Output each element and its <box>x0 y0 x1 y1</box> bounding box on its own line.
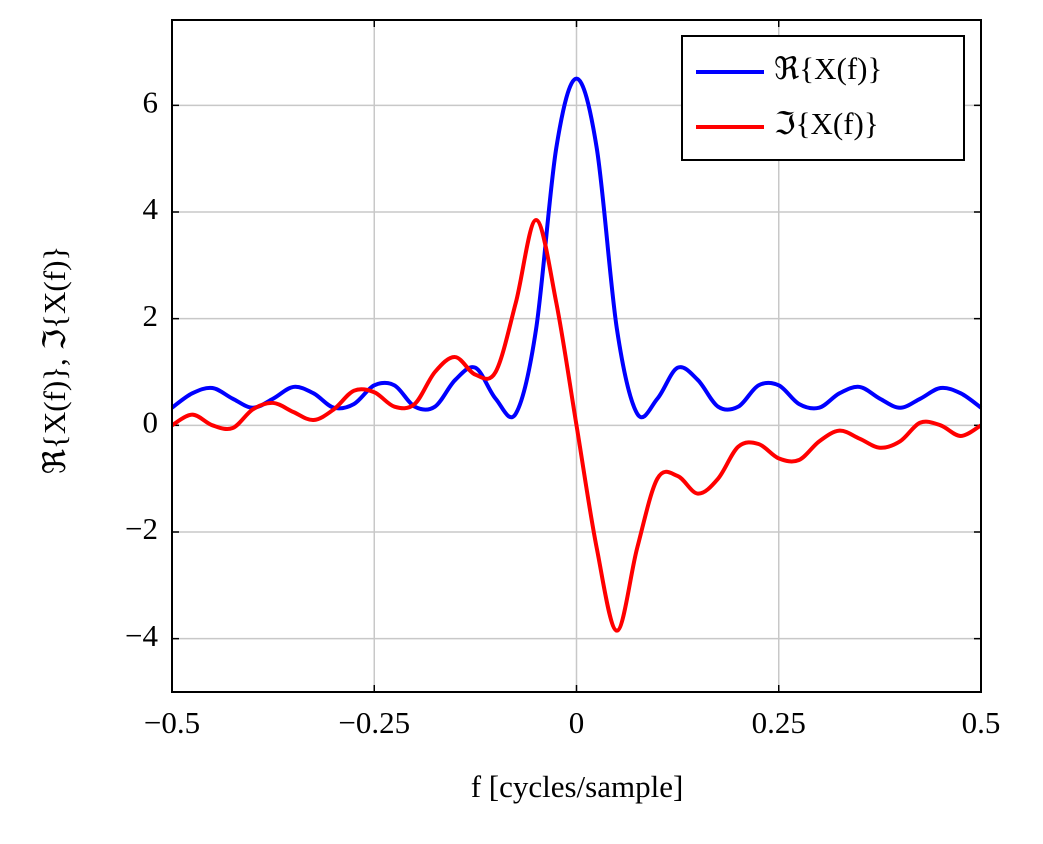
legend-label: ℑ{X(f)} <box>774 106 879 141</box>
y-axis-label: ℜ{X(f)}, ℑ{X(f)} <box>37 246 72 475</box>
x-tick-label: 0 <box>569 705 585 740</box>
data-line <box>170 217 983 633</box>
y-tick-label: 4 <box>143 191 159 226</box>
x-tick-label: −0.5 <box>144 705 200 740</box>
y-tick-label: −4 <box>125 618 158 653</box>
legend-box <box>681 35 965 161</box>
y-tick-label: 2 <box>143 298 159 333</box>
legend-label: ℜ{X(f)} <box>774 51 882 86</box>
x-axis-label: f [cycles/sample] <box>471 769 684 804</box>
plot-frame <box>171 19 982 693</box>
x-tick-label: 0.5 <box>962 705 1001 740</box>
x-tick-label: 0.25 <box>752 705 806 740</box>
data-line <box>170 76 983 420</box>
y-tick-label: 0 <box>143 404 159 439</box>
y-tick-label: −2 <box>125 511 158 546</box>
y-tick-label: 6 <box>143 84 159 119</box>
x-tick-label: −0.25 <box>338 705 410 740</box>
